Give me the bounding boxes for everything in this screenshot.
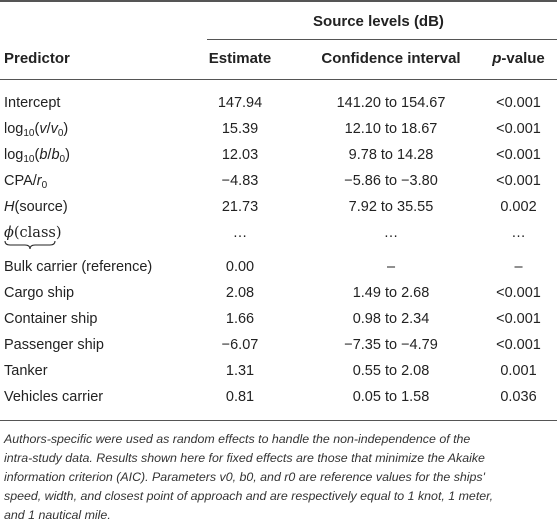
footnote-line: information criterion (AIC). Parameters … <box>4 470 485 484</box>
p-value-italic-p: p <box>492 50 502 67</box>
estimate-cell: … <box>232 225 248 241</box>
p-value-cell: <0.001 <box>496 337 541 353</box>
table-row: Passenger ship −6.07 −7.35 to −4.79 <0.0… <box>0 332 557 358</box>
column-header-p-value: p-value <box>480 50 557 67</box>
footnote-line: Authors-specific were used as random eff… <box>4 432 471 446</box>
predictor-cell: Passenger ship <box>4 337 104 353</box>
p-value-cell: <0.001 <box>496 147 541 163</box>
bottom-rule <box>0 420 557 421</box>
estimate-cell: 147.94 <box>217 95 263 111</box>
table-footnote: Authors-specific were used as random eff… <box>4 430 552 525</box>
p-value-cell: <0.001 <box>496 311 541 327</box>
p-value-cell: 0.002 <box>500 199 537 215</box>
table-row: Cargo ship 2.08 1.49 to 2.68 <0.001 <box>0 280 557 306</box>
p-value-cell: … <box>511 225 526 241</box>
p-value-cell: <0.001 <box>496 173 541 189</box>
ci-cell: 1.49 to 2.68 <box>352 285 430 301</box>
ci-cell: −7.35 to −4.79 <box>344 337 438 353</box>
estimate-cell: 0.81 <box>225 389 255 405</box>
predictor-cell: CPA/r0 <box>4 173 48 191</box>
predictor-cell: Vehicles carrier <box>4 389 104 405</box>
table-row: Vehicles carrier 0.81 0.05 to 1.58 0.036 <box>0 384 557 410</box>
group-header: Source levels (dB) <box>313 13 444 30</box>
table-row: log10(v/v0) 15.39 12.10 to 18.67 <0.001 <box>0 116 557 142</box>
estimate-cell: −4.83 <box>221 173 259 189</box>
group-header-underline <box>207 39 557 40</box>
ci-cell: 0.98 to 2.34 <box>352 311 430 327</box>
table-row: log10(b/b0) 12.03 9.78 to 14.28 <0.001 <box>0 142 557 168</box>
p-value-cell: 0.036 <box>500 389 537 405</box>
top-rule <box>0 0 557 2</box>
predictor-cell: Intercept <box>4 95 61 111</box>
p-value-cell: – <box>514 259 523 275</box>
predictor-cell: Container ship <box>4 311 98 327</box>
estimate-cell: 1.31 <box>225 363 255 379</box>
predictor-cell: Bulk carrier (reference) <box>4 259 153 275</box>
estimate-cell: 21.73 <box>221 199 259 215</box>
ci-cell: 12.10 to 18.67 <box>344 121 438 137</box>
header-rule <box>0 79 557 80</box>
estimate-cell: 15.39 <box>221 121 259 137</box>
footnote-line: intra-study data. Results shown here for… <box>4 451 485 465</box>
predictor-cell: log10(b/b0) <box>4 147 70 165</box>
footnote-line: and 1 nautical mile. <box>4 508 111 522</box>
footnote-line: speed, width, and closest point of appro… <box>4 489 494 503</box>
estimate-cell: 2.08 <box>225 285 255 301</box>
table-row: ϕ(class) … … … <box>0 220 557 254</box>
ci-cell: … <box>383 225 399 241</box>
estimate-cell: −6.07 <box>221 337 259 353</box>
table-row: Intercept 147.94 141.20 to 154.67 <0.001 <box>0 90 557 116</box>
estimate-cell: 12.03 <box>221 147 259 163</box>
ci-cell: – <box>386 259 396 275</box>
underbrace-icon <box>4 240 56 250</box>
predictor-cell: log10(v/v0) <box>4 121 69 139</box>
column-header-predictor: Predictor <box>4 50 70 67</box>
p-value-cell: 0.001 <box>500 363 537 379</box>
column-header-estimate: Estimate <box>208 50 272 67</box>
column-header-confidence-interval: Confidence interval <box>321 50 461 67</box>
ci-cell: 7.92 to 35.55 <box>348 199 434 215</box>
estimate-cell: 1.66 <box>225 311 255 327</box>
table-row: Container ship 1.66 0.98 to 2.34 <0.001 <box>0 306 557 332</box>
predictor-cell: H(source) <box>4 199 68 215</box>
predictor-cell: ϕ(class) <box>4 225 62 241</box>
table-row: Bulk carrier (reference) 0.00 – – <box>0 254 557 280</box>
ci-cell: 9.78 to 14.28 <box>348 147 434 163</box>
table-row: CPA/r0 −4.83 −5.86 to −3.80 <0.001 <box>0 168 557 194</box>
ci-cell: −5.86 to −3.80 <box>344 173 438 189</box>
estimate-cell: 0.00 <box>225 259 255 275</box>
p-value-cell: <0.001 <box>496 121 541 137</box>
ci-cell: 0.05 to 1.58 <box>352 389 430 405</box>
table-row: H(source) 21.73 7.92 to 35.55 0.002 <box>0 194 557 220</box>
table-row: Tanker 1.31 0.55 to 2.08 0.001 <box>0 358 557 384</box>
p-value-cell: <0.001 <box>496 95 541 111</box>
predictor-cell: Cargo ship <box>4 285 75 301</box>
ci-cell: 141.20 to 154.67 <box>336 95 446 111</box>
ci-cell: 0.55 to 2.08 <box>352 363 430 379</box>
predictor-cell: Tanker <box>4 363 48 379</box>
p-value-suffix: -value <box>501 50 545 67</box>
p-value-cell: <0.001 <box>496 285 541 301</box>
